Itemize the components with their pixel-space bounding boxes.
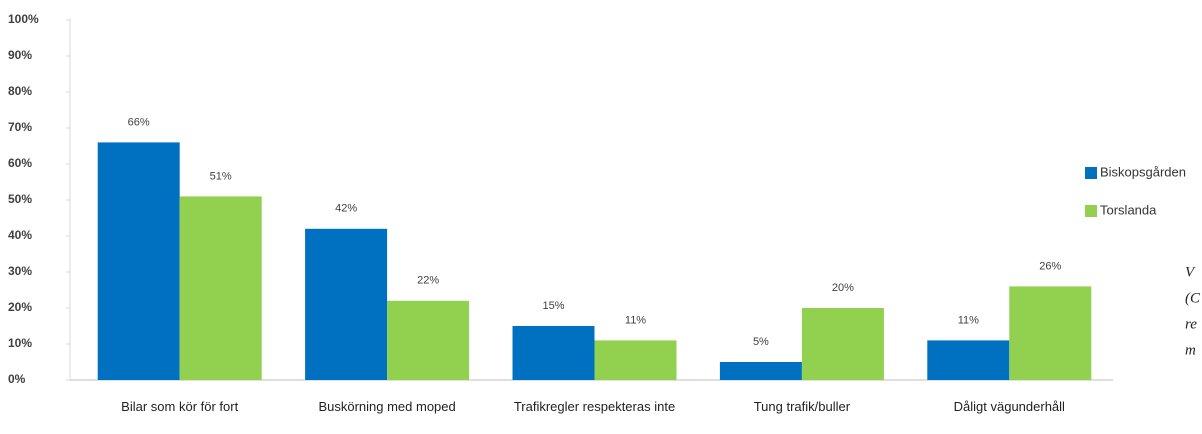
legend-swatch <box>1085 205 1097 217</box>
x-tick-label: Dåligt vägunderhåll <box>953 399 1065 414</box>
y-tick-label: 30% <box>8 264 32 278</box>
x-tick-label: Bilar som kör för fort <box>121 399 239 414</box>
bar <box>594 340 677 380</box>
x-tick-label: Buskörning med moped <box>318 399 456 414</box>
legend-swatch <box>1085 167 1097 179</box>
value-label: 51% <box>210 170 232 182</box>
value-label: 20% <box>832 282 854 294</box>
bar <box>305 228 388 380</box>
bar <box>97 142 180 380</box>
side-text: m <box>1185 342 1196 358</box>
bar <box>387 300 470 380</box>
bar <box>512 326 595 380</box>
x-tick-label: Tung trafik/buller <box>753 399 851 414</box>
value-label: 22% <box>417 275 439 287</box>
value-label: 26% <box>1039 260 1061 272</box>
y-tick-label: 40% <box>8 228 32 242</box>
y-tick-label: 20% <box>8 300 32 314</box>
y-tick-label: 50% <box>8 192 32 206</box>
legend-label: Biskopsgården <box>1100 164 1186 179</box>
value-label: 11% <box>625 314 646 326</box>
y-tick-label: 90% <box>8 48 32 62</box>
side-text: V <box>1185 264 1196 280</box>
bar <box>1009 286 1092 380</box>
legend-label: Torslanda <box>1100 202 1157 217</box>
y-tick-label: 60% <box>8 156 32 170</box>
value-label: 42% <box>335 203 357 215</box>
bar <box>179 196 262 380</box>
value-label: 15% <box>542 300 564 312</box>
bar <box>719 362 802 380</box>
y-tick-label: 70% <box>8 120 32 134</box>
side-text: (C <box>1185 290 1201 306</box>
y-tick-label: 0% <box>8 372 26 386</box>
value-label: 5% <box>753 336 769 348</box>
x-tick-label: Trafikregler respekteras inte <box>513 399 676 414</box>
side-text: re <box>1185 316 1197 332</box>
y-tick-label: 10% <box>8 336 32 350</box>
y-tick-label: 100% <box>8 12 39 26</box>
bar <box>927 340 1010 380</box>
value-label: 66% <box>128 116 150 128</box>
bar <box>801 308 884 380</box>
value-label: 11% <box>958 314 979 326</box>
y-tick-label: 80% <box>8 84 32 98</box>
